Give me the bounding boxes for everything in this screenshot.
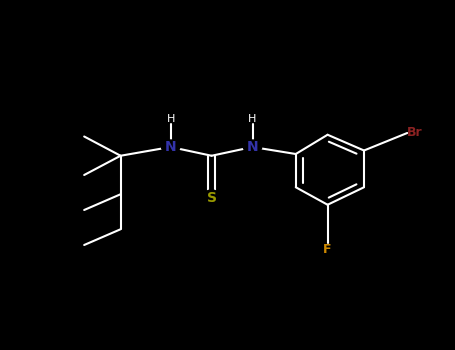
Text: H: H: [167, 114, 175, 124]
Text: N: N: [165, 140, 177, 154]
Text: F: F: [324, 243, 332, 256]
Text: H: H: [248, 114, 257, 124]
Text: N: N: [247, 140, 258, 154]
Text: Br: Br: [407, 126, 423, 140]
Text: S: S: [207, 191, 217, 205]
Circle shape: [202, 190, 222, 205]
Circle shape: [162, 140, 180, 154]
Circle shape: [243, 140, 262, 154]
